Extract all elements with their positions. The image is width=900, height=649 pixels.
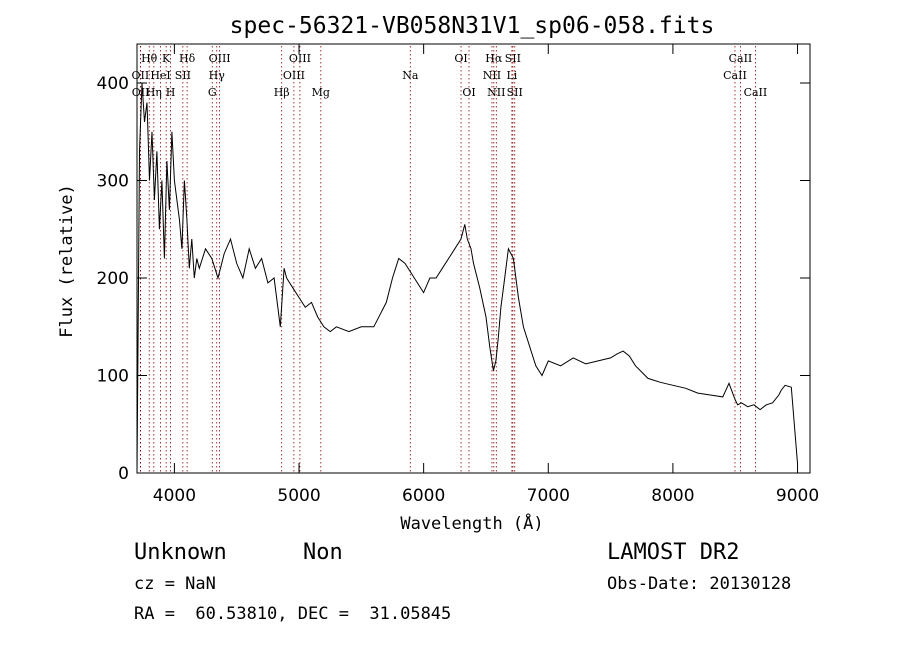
line-marker-label: CaII	[744, 86, 768, 99]
line-marker-label: Hβ	[274, 86, 290, 99]
coordinates-label: RA = 60.53810, DEC = 31.05845	[134, 604, 452, 624]
plot-frame	[136, 43, 811, 474]
line-marker-label: OI	[454, 52, 467, 65]
line-marker-label: CaII	[723, 69, 747, 82]
redshift-label: cz = NaN	[134, 574, 216, 594]
line-marker-label: Hγ	[209, 69, 226, 82]
y-axis-ticks: 0 100 200 300 400	[97, 74, 810, 484]
line-marker-label: Hδ	[179, 52, 196, 65]
line-marker-label: SII	[507, 86, 523, 99]
line-marker-label: OI	[462, 86, 475, 99]
line-marker-label: OII	[132, 86, 150, 99]
y-tick-label: 100	[97, 367, 129, 387]
line-marker-label: OIII	[289, 52, 311, 65]
chart-title: spec-56321-VB058N31V1_sp06-058.fits	[230, 13, 715, 39]
class-label: Unknown	[134, 540, 227, 565]
y-tick-label: 200	[97, 269, 129, 289]
x-tick-label: 8000	[651, 486, 694, 506]
x-tick-label: 6000	[402, 486, 445, 506]
line-marker-label: NII	[487, 86, 505, 99]
y-tick-label: 300	[97, 172, 129, 192]
line-marker-label: OIII	[209, 52, 231, 65]
line-marker-label: OIII	[283, 69, 305, 82]
x-tick-label: 7000	[527, 486, 570, 506]
spectrum-line	[136, 82, 798, 474]
y-axis-label: Flux (relative)	[57, 184, 77, 338]
x-tick-label: 5000	[277, 486, 320, 506]
x-tick-label: 9000	[776, 486, 819, 506]
line-marker-label: Hη	[146, 86, 162, 99]
line-marker-label: G	[208, 86, 217, 99]
line-marker-label: SII	[175, 69, 191, 82]
y-tick-label: 400	[97, 74, 129, 94]
line-marker-label: Hθ	[141, 52, 158, 65]
line-markers	[139, 46, 756, 473]
survey-label: LAMOST DR2	[607, 540, 740, 565]
line-marker-label: SII	[505, 52, 521, 65]
x-axis-ticks: 4000 5000 6000 7000 8000 9000	[153, 44, 819, 506]
line-marker-label: H	[166, 86, 176, 99]
line-marker-label: Mg	[312, 86, 330, 99]
line-marker-label: Li	[506, 69, 517, 82]
obs-date-label: Obs-Date: 20130128	[607, 574, 792, 594]
subclass-label: Non	[303, 540, 343, 565]
line-marker-label: NII	[483, 69, 501, 82]
line-marker-label: OII	[132, 69, 150, 82]
x-tick-label: 4000	[153, 486, 196, 506]
x-axis-label: Wavelength (Å)	[400, 512, 543, 534]
line-marker-label: CaII	[729, 52, 753, 65]
line-marker-label: K	[162, 52, 171, 65]
y-tick-label: 0	[118, 464, 129, 484]
line-marker-label: Na	[402, 69, 419, 82]
line-marker-label: HeI	[150, 69, 170, 82]
line-marker-label: Hα	[485, 52, 503, 65]
